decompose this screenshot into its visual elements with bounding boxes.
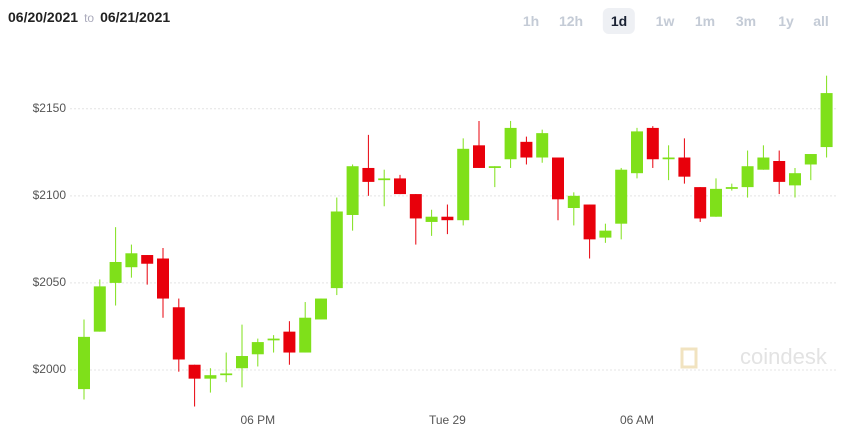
date-range: 06/20/2021 to 06/21/2021 bbox=[8, 9, 170, 25]
range-button[interactable]: 12h bbox=[558, 13, 584, 29]
date-from: 06/20/2021 bbox=[8, 9, 79, 25]
candle-body bbox=[141, 255, 154, 264]
candle-body bbox=[267, 338, 280, 341]
date-to: 06/21/2021 bbox=[100, 9, 171, 25]
candle-body bbox=[615, 169, 628, 224]
candle-body bbox=[520, 141, 533, 158]
candle-body bbox=[631, 131, 643, 174]
candle-body bbox=[93, 286, 106, 332]
candle-body bbox=[236, 356, 248, 369]
candle-body bbox=[283, 331, 296, 353]
candle-body bbox=[425, 216, 438, 222]
range-button[interactable]: 3m bbox=[735, 13, 757, 29]
candle-body bbox=[157, 258, 169, 299]
candle-body bbox=[457, 148, 470, 221]
range-button[interactable]: 1h bbox=[522, 13, 540, 29]
candle-body bbox=[315, 298, 327, 320]
y-tick-label: $2150 bbox=[33, 101, 67, 115]
candle-body bbox=[441, 216, 454, 221]
candle-body bbox=[820, 93, 833, 148]
watermark: coindesk bbox=[740, 344, 828, 369]
candle-body bbox=[725, 187, 738, 189]
candle-body bbox=[362, 167, 375, 182]
candle-body bbox=[125, 253, 138, 268]
candle-body bbox=[757, 157, 770, 170]
range-button[interactable]: 1w bbox=[655, 13, 675, 29]
candle-body bbox=[109, 261, 122, 283]
candle-body bbox=[473, 145, 485, 168]
date-separator: to bbox=[84, 11, 95, 25]
candle-body bbox=[378, 178, 391, 181]
candle-body bbox=[504, 127, 517, 160]
candle-body bbox=[552, 157, 564, 200]
candle-body bbox=[394, 178, 406, 195]
y-tick-label: $2050 bbox=[33, 275, 67, 289]
x-tick-label: 06 PM bbox=[240, 413, 275, 427]
candle-body bbox=[646, 127, 659, 160]
candle-body bbox=[678, 157, 691, 177]
y-tick-label: $2000 bbox=[33, 362, 67, 376]
candle-body bbox=[346, 166, 359, 215]
candle-body bbox=[583, 204, 596, 240]
y-tick-label: $2100 bbox=[33, 188, 67, 202]
candle-body bbox=[409, 194, 422, 219]
candle-body bbox=[488, 166, 501, 168]
candle-body bbox=[773, 160, 786, 182]
candle-body bbox=[741, 166, 754, 188]
candle-body bbox=[220, 373, 233, 376]
candle-body bbox=[694, 187, 707, 219]
candle-body bbox=[78, 336, 90, 390]
candle-body bbox=[330, 211, 343, 289]
candle-body bbox=[710, 188, 722, 217]
range-button[interactable]: 1m bbox=[694, 13, 716, 29]
candle-body bbox=[662, 157, 675, 160]
candle-body bbox=[172, 307, 185, 360]
watermark-logo bbox=[680, 347, 698, 369]
range-button[interactable]: all bbox=[813, 13, 829, 29]
candle-body bbox=[804, 154, 817, 165]
candle-body bbox=[567, 195, 580, 209]
candle-body bbox=[204, 375, 217, 379]
candle-body bbox=[299, 317, 312, 353]
range-button[interactable]: 1y bbox=[778, 13, 794, 29]
x-tick-label: 06 AM bbox=[620, 413, 654, 427]
candle-body bbox=[789, 173, 801, 186]
x-tick-label: Tue 29 bbox=[429, 413, 466, 427]
candle-body bbox=[188, 364, 201, 379]
candle-body bbox=[599, 230, 612, 238]
range-button[interactable]: 1d bbox=[602, 8, 636, 34]
candle-body bbox=[251, 342, 264, 355]
candle-body bbox=[536, 133, 549, 158]
